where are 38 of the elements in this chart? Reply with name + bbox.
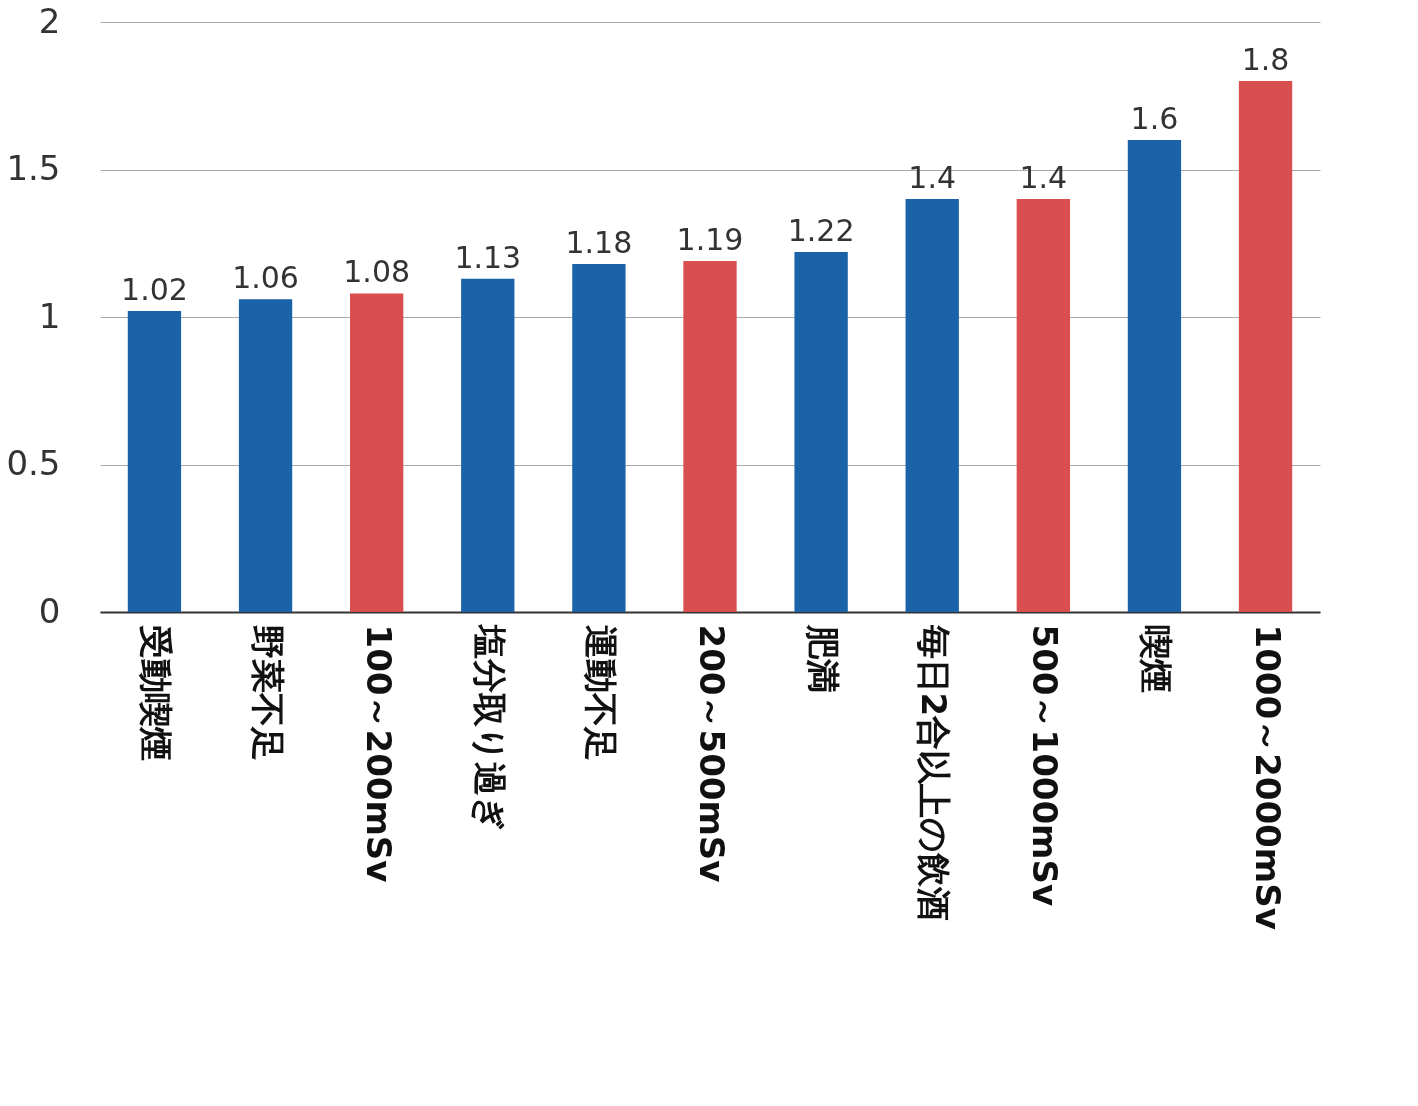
x-tick-label: 受動喫煙 (136, 624, 177, 761)
data-label: 1.18 (565, 224, 633, 260)
x-tick-label: 200～500mSv (692, 624, 732, 883)
x-tick-label: 100～200mSv (358, 624, 399, 883)
bar (1127, 140, 1182, 612)
bar (683, 260, 737, 612)
x-tick-label: 喫煙 (1136, 624, 1177, 693)
bar (572, 263, 626, 612)
x-tick-label: 野菜不足 (247, 624, 288, 761)
x-tick-label: 毎日2合以上の飲酒 (914, 623, 955, 922)
x-tick-label: 肥満 (803, 623, 844, 693)
bar (127, 311, 182, 612)
bar (1238, 81, 1293, 612)
data-label: 1.02 (121, 272, 188, 308)
data-label: 1.6 (1130, 101, 1179, 136)
bar (1016, 199, 1070, 612)
bar (794, 252, 848, 612)
x-tick-label: 塩分取り過ぎ (469, 622, 510, 831)
bar (238, 299, 293, 612)
x-tick-label: 1000～2000mSv (1247, 624, 1288, 930)
data-label: 1.22 (787, 213, 855, 249)
bar (461, 278, 515, 612)
data-label: 1.19 (676, 221, 744, 257)
bar (350, 293, 404, 612)
bar (905, 199, 959, 612)
y-tick-label: 2 (38, 0, 61, 41)
x-tick-label: 運動不足 (580, 624, 621, 761)
data-label: 1.13 (454, 239, 522, 275)
data-label: 1.08 (343, 254, 411, 290)
y-tick-label: 0.5 (6, 443, 61, 483)
data-label: 1.06 (232, 260, 299, 296)
y-tick-label: 1.5 (6, 148, 61, 188)
data-label: 1.4 (908, 160, 957, 195)
x-tick-label: 500～1000mSv (1025, 624, 1066, 907)
data-label: 1.8 (1241, 42, 1290, 77)
data-label: 1.4 (1019, 160, 1068, 195)
y-tick-label: 1 (38, 295, 61, 336)
y-tick-label: 0 (38, 590, 61, 631)
